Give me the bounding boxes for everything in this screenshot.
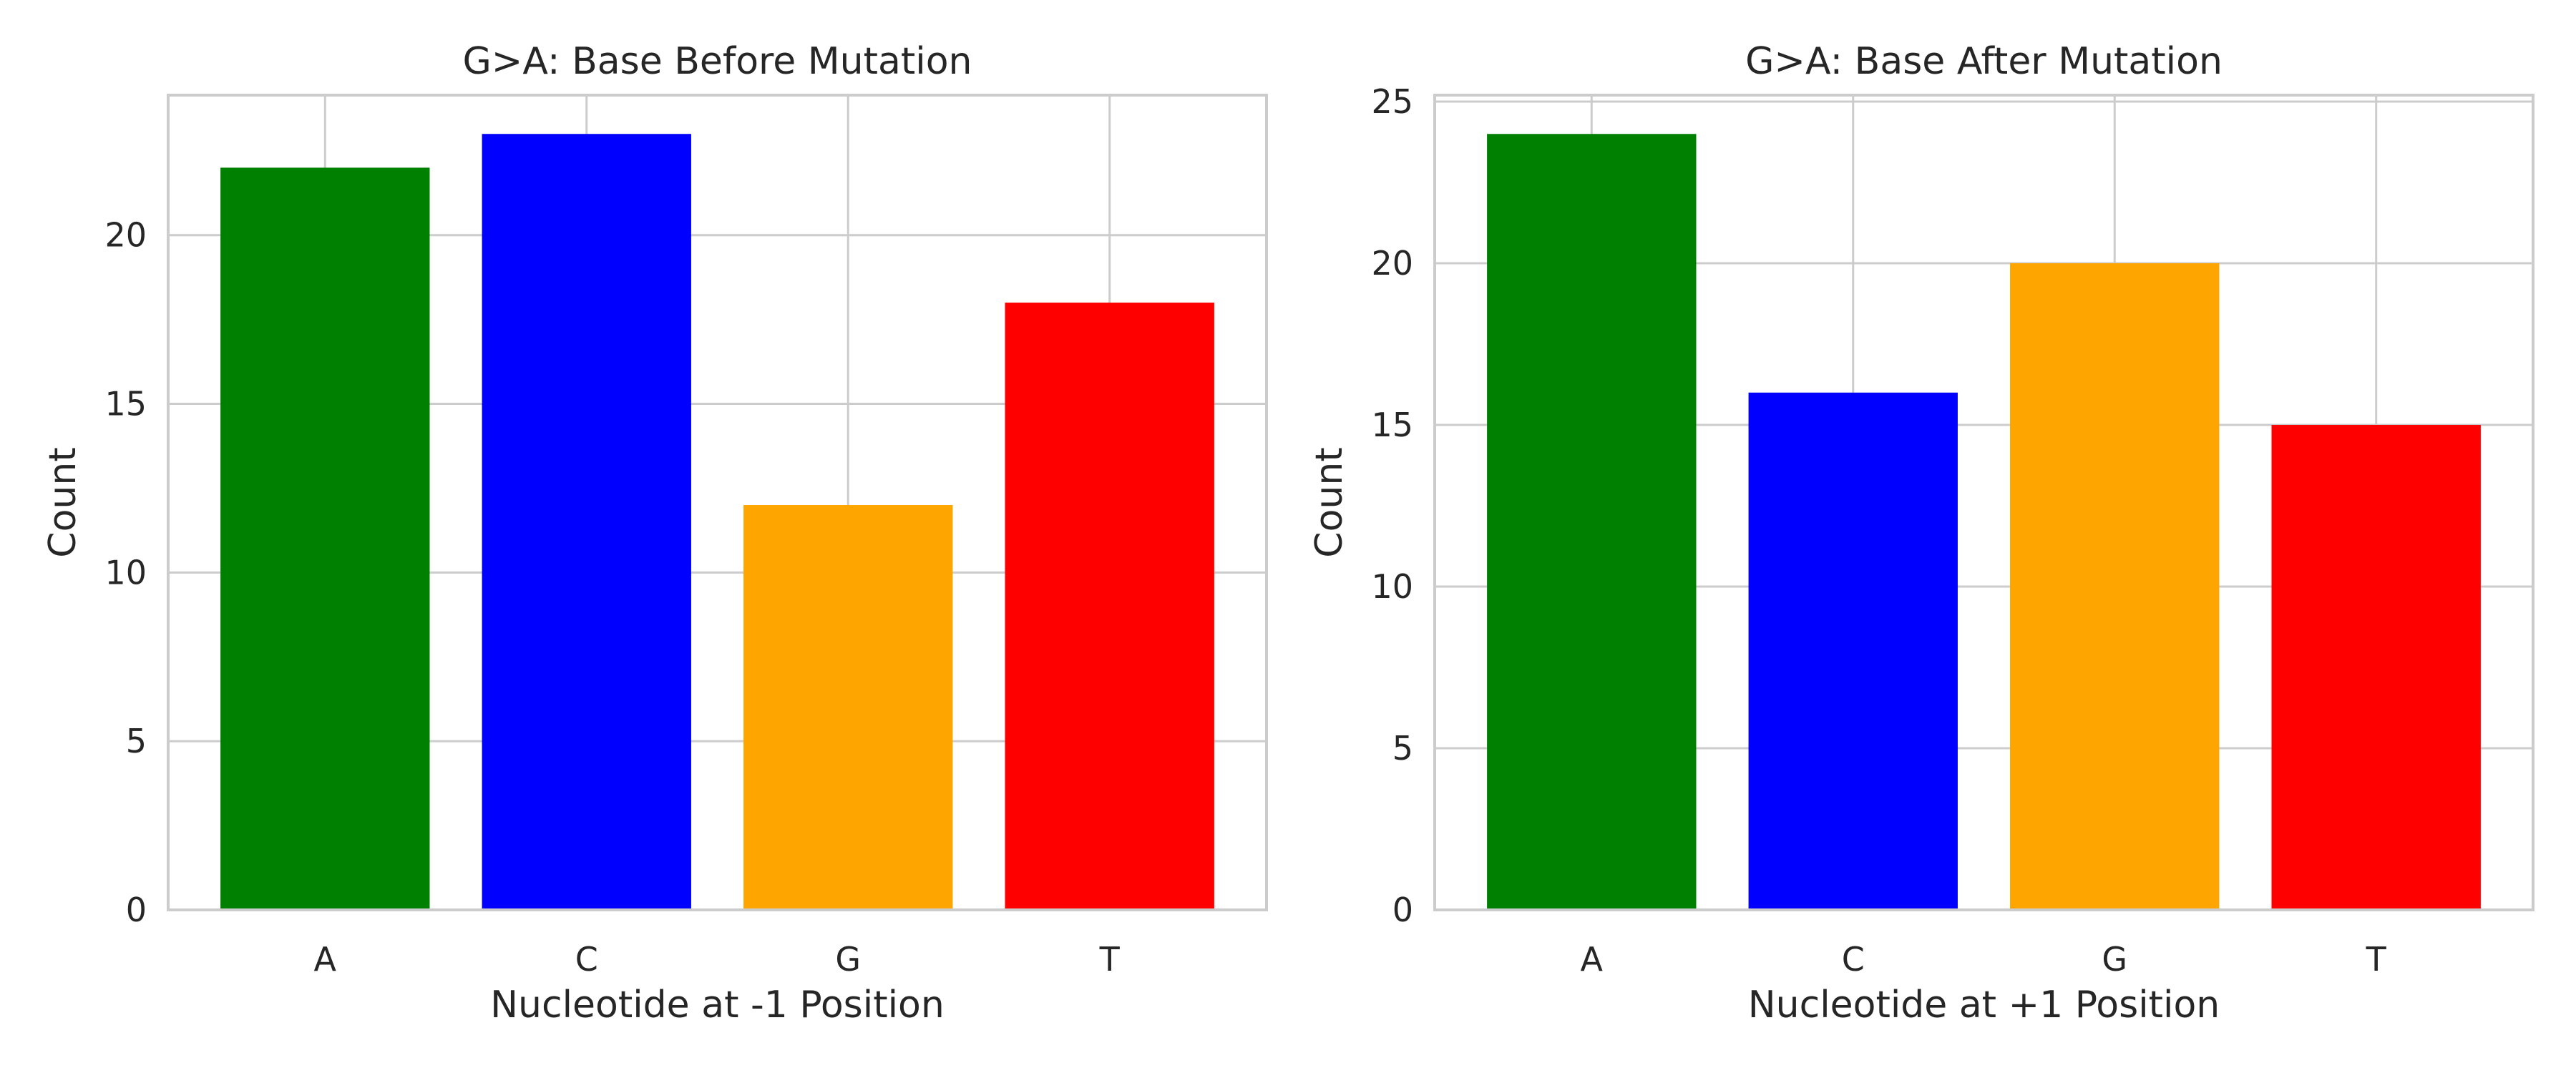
x-tick-label: G (835, 940, 861, 979)
bar-C (1748, 392, 1958, 910)
y-axis-label: Count (1308, 447, 1351, 557)
y-tick-labels: 0 5 10 15 20 (104, 216, 147, 929)
y-tick-label: 15 (104, 385, 147, 423)
chart-title: G>A: Base Before Mutation (463, 40, 972, 83)
bars (1487, 134, 2481, 911)
y-tick-label: 5 (1392, 729, 1413, 768)
x-tick-label: A (314, 940, 337, 979)
y-tick-label: 5 (126, 722, 147, 760)
y-tick-label: 20 (104, 216, 147, 255)
x-axis-label: Nucleotide at +1 Position (1748, 984, 2220, 1027)
bar-A (1487, 134, 1697, 911)
x-tick-label: T (1099, 940, 1121, 979)
x-tick-label: C (575, 940, 598, 979)
y-axis-label: Count (42, 447, 84, 557)
y-tick-label: 10 (1371, 567, 1413, 606)
bar-T (1005, 303, 1214, 910)
plot-frame (1433, 94, 2534, 911)
y-tick-label: 0 (1392, 891, 1413, 929)
bars (220, 134, 1214, 911)
y-tick-label: 15 (1371, 406, 1413, 444)
y-tick-label: 10 (104, 553, 147, 592)
x-tick-label: A (1581, 940, 1604, 979)
bar-A (220, 167, 430, 911)
chart-title: G>A: Base After Mutation (1745, 40, 2223, 83)
plot-frame (167, 94, 1268, 911)
bar-C (482, 134, 691, 911)
bar-G (2010, 263, 2220, 910)
bar-T (2271, 425, 2481, 910)
x-tick-label: T (2366, 940, 2387, 979)
y-tick-label: 25 (1371, 82, 1413, 121)
x-axis-label: Nucleotide at -1 Position (490, 984, 945, 1027)
chart-base-after-mutation: 0 5 10 15 20 25 A C G T G>A: Base After Mutation… (1308, 40, 2534, 1027)
bar-G (743, 505, 953, 910)
y-tick-label: 20 (1371, 244, 1413, 283)
x-tick-label: G (2102, 940, 2127, 979)
y-tick-labels: 0 5 10 15 20 25 (1371, 82, 1413, 929)
y-tick-label: 0 (126, 891, 147, 929)
x-tick-label: C (1842, 940, 1865, 979)
